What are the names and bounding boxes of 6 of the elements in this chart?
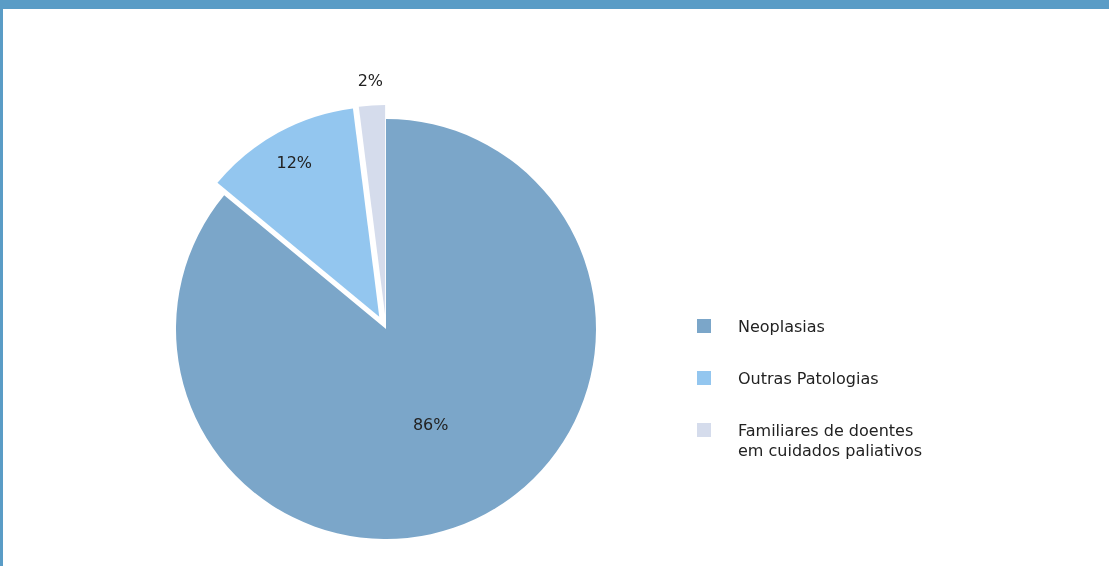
data-label: 12% [276,152,313,172]
legend-label: Familiares de doentes em cuidados paliativos [738,420,923,460]
legend-label: Outras Patologias [738,368,879,388]
data-label: 2% [357,70,384,90]
legend-label: Neoplasias [738,316,825,336]
data-label: 86% [412,414,449,434]
